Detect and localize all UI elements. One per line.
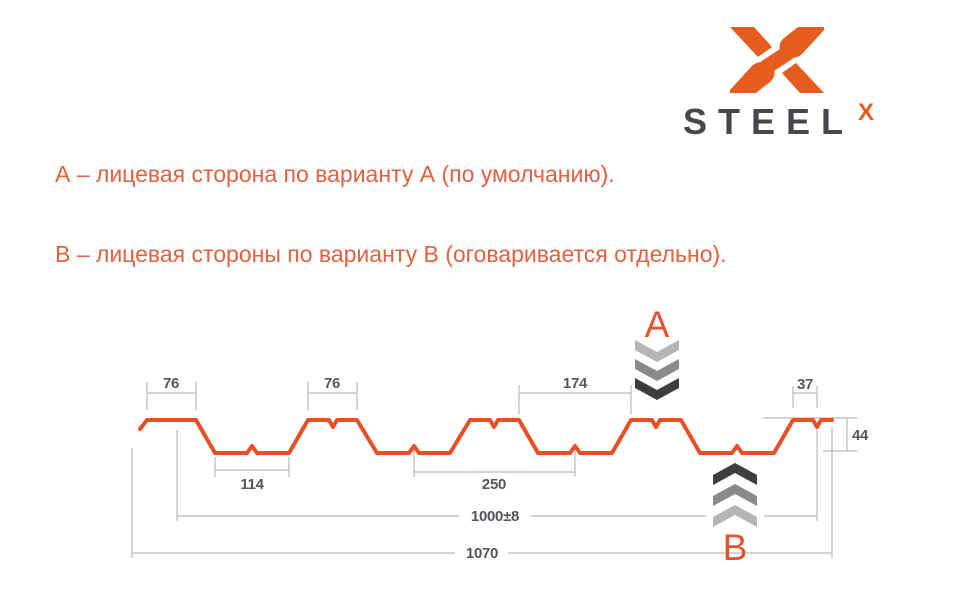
- dim-total-width-label: 1070: [466, 545, 498, 562]
- dim-total-width-lines: [131, 427, 833, 558]
- dim-edge-crest-label: 37: [797, 376, 813, 393]
- chevron-up-icon: [713, 505, 757, 527]
- dim-valley-label: 114: [240, 476, 264, 493]
- logo-x-shapes: [730, 27, 824, 93]
- profile-outline: [138, 418, 834, 455]
- variant-a-letter: A: [645, 304, 670, 345]
- variant-a-chevrons-down-icon: [635, 340, 679, 400]
- variant-b-note: В – лицевая стороны по варианту В (огова…: [55, 241, 727, 267]
- chevron-down-icon: [635, 359, 679, 381]
- variant-b-marker: B: [713, 463, 757, 568]
- dimension-lines: [131, 382, 857, 558]
- logo-wordmark-sup: X: [858, 99, 875, 126]
- dim-crest-mid-lines: [307, 382, 358, 410]
- dim-working-width-label: 1000±8: [471, 508, 519, 525]
- chevron-down-icon: [635, 340, 679, 362]
- chevron-up-icon: [713, 463, 757, 485]
- variant-b-chevrons-up-icon: [713, 463, 757, 527]
- dim-pitch-label: 250: [482, 476, 506, 493]
- dim-top-opening-lines: [518, 385, 632, 414]
- logo-wordmark-text: STEEL: [683, 101, 855, 142]
- dimension-labels: 76 76 174 37 114 250 1000±8 1070 44: [163, 375, 869, 562]
- dim-pitch-lines: [413, 450, 576, 477]
- logo-arm-top-left: [730, 27, 772, 57]
- logo-x-icon: [730, 27, 824, 93]
- dim-valley-lines: [214, 457, 290, 477]
- dim-edge-crest-lines: [792, 386, 818, 408]
- dim-height-label: 44: [852, 427, 869, 444]
- dim-crest-left-label: 76: [163, 375, 179, 392]
- brand-logo: STEEL X: [683, 22, 913, 147]
- dim-working-width-lines: [176, 430, 818, 521]
- variant-a-note: А – лицевая сторона по варианту А (по ум…: [55, 161, 615, 187]
- logo-arm-bottom-left-hook: [730, 62, 775, 93]
- dim-crest-left-lines: [146, 382, 197, 410]
- logo-wordmark: STEEL X: [683, 99, 875, 142]
- logo-arm-bottom-right: [782, 63, 824, 93]
- chevron-down-icon: [635, 378, 679, 400]
- variant-b-letter: B: [723, 527, 748, 568]
- dim-crest-mid-label: 76: [324, 375, 340, 392]
- variant-a-marker: A: [635, 304, 679, 400]
- dim-top-opening-label: 174: [563, 375, 588, 392]
- chevron-up-icon: [713, 484, 757, 506]
